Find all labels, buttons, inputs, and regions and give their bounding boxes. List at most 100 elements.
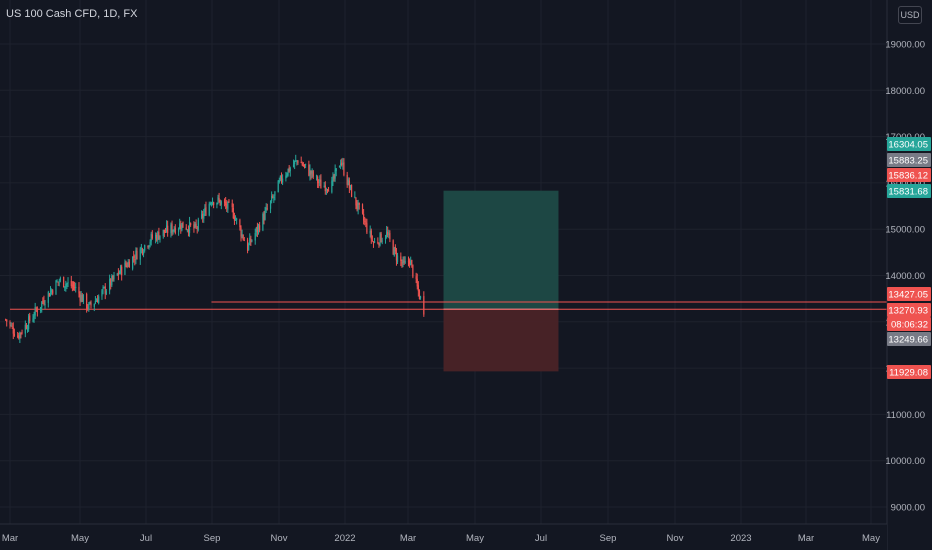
candle-body xyxy=(110,278,112,286)
candle-body xyxy=(255,227,257,233)
candle-body xyxy=(47,292,49,303)
candle-body xyxy=(288,167,290,172)
candle-body xyxy=(12,327,14,334)
price-tick-label: 19000.00 xyxy=(885,40,925,51)
price-axis-panel[interactable] xyxy=(887,0,932,550)
candle-body xyxy=(177,228,180,232)
candle-body xyxy=(179,223,181,229)
candle-body xyxy=(343,162,345,176)
currency-button[interactable]: USD xyxy=(898,6,922,24)
candle-body xyxy=(202,213,204,219)
candle-body xyxy=(124,262,126,275)
candle-body xyxy=(134,259,136,260)
price-badge-label: 15831.68 xyxy=(888,187,928,198)
candle-body xyxy=(308,164,310,176)
candle-body xyxy=(20,332,22,334)
candle-body xyxy=(88,303,90,310)
candle-body xyxy=(170,224,172,234)
candle-body xyxy=(285,175,287,179)
candle-body xyxy=(125,263,127,266)
candle-body xyxy=(216,202,218,205)
candle-body xyxy=(373,241,376,243)
candle-body xyxy=(265,207,267,211)
candle-body xyxy=(416,278,418,287)
candle-body xyxy=(203,213,205,219)
candle-body xyxy=(141,248,144,254)
candle-body xyxy=(128,261,130,268)
candle-body xyxy=(80,294,82,302)
loss-zone[interactable] xyxy=(443,309,559,372)
candle-body xyxy=(213,202,215,205)
candle-body xyxy=(9,321,11,325)
price-axis-badges: 16304.05 15883.25 15836.12 15831.68 13427.05… xyxy=(887,137,931,379)
time-tick-label: 2023 xyxy=(730,533,751,544)
candle-body xyxy=(79,293,81,301)
candle-body xyxy=(226,204,228,209)
candle-body xyxy=(35,308,37,310)
candle-body xyxy=(118,272,121,274)
candle-body xyxy=(254,233,256,241)
price-badge-bg xyxy=(887,184,931,198)
price-badge-bg xyxy=(887,137,931,151)
price-tick-label: 10000.00 xyxy=(885,456,925,467)
candle-body xyxy=(365,222,367,224)
position-tool[interactable] xyxy=(443,190,559,372)
price-tick-label: 18000.00 xyxy=(885,86,925,97)
candle-body xyxy=(348,180,350,189)
candle-body xyxy=(286,174,288,177)
price-badge-bg xyxy=(887,303,931,317)
candle-body xyxy=(377,242,379,243)
candle-body xyxy=(331,180,333,193)
candle-body xyxy=(312,171,314,177)
candle-body xyxy=(56,281,58,283)
candle-body xyxy=(296,160,298,162)
candle-body xyxy=(187,229,190,233)
candle-body xyxy=(239,219,241,228)
candle-body xyxy=(190,223,192,226)
candle-body xyxy=(6,319,8,322)
candle-body xyxy=(94,301,96,304)
candle-body xyxy=(87,307,89,309)
candle-body xyxy=(250,238,252,243)
candle-body xyxy=(340,163,342,166)
candle-body xyxy=(158,232,160,240)
candle-body xyxy=(70,280,72,287)
price-badge-bg xyxy=(887,365,931,379)
candle-body xyxy=(78,286,80,294)
candle-body xyxy=(223,200,226,203)
candle-body xyxy=(386,231,388,238)
price-tick-label: 15000.00 xyxy=(885,225,925,236)
candle-body xyxy=(227,201,229,210)
candle-body xyxy=(334,169,336,179)
candle-body xyxy=(269,200,272,209)
candle-body xyxy=(356,204,358,209)
price-badge: 15831.68 xyxy=(887,184,931,198)
candle-body xyxy=(407,260,410,262)
candle-body xyxy=(311,170,313,174)
candle-body xyxy=(341,162,343,166)
candle-body xyxy=(156,234,158,241)
candle-body xyxy=(273,196,275,198)
price-badge-label: 13249.66 xyxy=(888,335,928,346)
time-axis-panel[interactable] xyxy=(0,524,887,550)
candle-body xyxy=(132,256,134,269)
horizontal-lines[interactable] xyxy=(10,301,887,310)
price-badge: 15883.25 xyxy=(887,153,931,167)
time-tick-label: May xyxy=(862,533,880,544)
price-badge-label: 15836.12 xyxy=(888,171,928,182)
candle-body xyxy=(150,233,152,242)
candle-body xyxy=(361,204,364,214)
price-tick-label: 11000.00 xyxy=(886,410,925,421)
candle-body xyxy=(36,310,38,313)
candle-body xyxy=(309,169,311,176)
profit-zone[interactable] xyxy=(443,190,559,310)
candle-body xyxy=(220,201,222,205)
price-badge-label: 13270.93 xyxy=(888,306,928,317)
candle-body xyxy=(317,176,319,184)
candle-body xyxy=(55,280,57,295)
candle-body xyxy=(172,229,174,233)
candle-body xyxy=(256,226,259,232)
candle-body xyxy=(173,228,175,232)
candle-body xyxy=(67,282,69,284)
